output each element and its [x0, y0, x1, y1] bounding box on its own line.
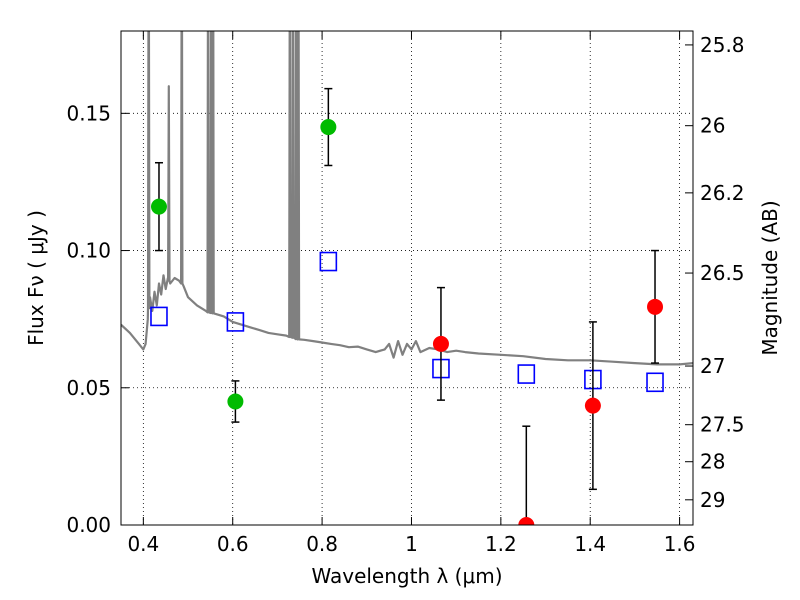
y-tick-label: 0.00 — [66, 513, 111, 537]
plot-data — [121, 31, 693, 525]
x-tick-label: 0.6 — [217, 532, 249, 556]
x-tick-label: 1.4 — [574, 532, 606, 556]
model-flux-square — [150, 306, 168, 327]
y-right-tick-label: 29 — [700, 488, 725, 512]
flux-point — [647, 298, 664, 315]
y-right-tick-label: 26.5 — [700, 261, 745, 285]
y-right-tick-label: 26.2 — [700, 181, 745, 205]
flux-point — [150, 198, 167, 215]
x-axis-label: Wavelength λ (μm) — [311, 564, 502, 588]
y-right-tick-label: 27 — [700, 354, 725, 378]
y-right-tick-label: 26 — [700, 114, 725, 138]
x-tick-label: 1.2 — [485, 532, 517, 556]
x-tick-label: 1.6 — [664, 532, 696, 556]
y-axis-right-label: Magnitude (AB) — [758, 200, 782, 355]
flux-point — [584, 397, 601, 414]
flux-point — [320, 119, 337, 136]
model-flux-square — [646, 372, 664, 393]
model-spectrum-line — [121, 31, 693, 366]
y-right-tick-label: 28 — [700, 450, 725, 474]
y-right-tick-label: 25.8 — [700, 33, 745, 57]
x-tick-label: 0.8 — [306, 532, 338, 556]
plot-frame — [120, 30, 694, 526]
model-flux-square — [226, 312, 245, 332]
y-axis-label: Flux Fν ( μJy ) — [24, 210, 48, 346]
model-flux-square — [517, 364, 536, 384]
x-tick-label: 1 — [405, 532, 418, 556]
flux-point — [518, 517, 535, 525]
model-flux-square — [319, 251, 338, 272]
axis-ticks: 0.4 0.6 0.8 1 1.2 1.4 1.6 0.00 0.05 0.10 0.15 25.8 2… — [66, 31, 745, 556]
x-tick-label: 0.4 — [127, 532, 159, 556]
flux-point — [432, 335, 449, 352]
y-tick-label: 0.10 — [66, 239, 111, 263]
y-tick-label: 0.05 — [66, 376, 111, 400]
y-right-tick-label: 27.5 — [700, 413, 745, 437]
flux-point — [227, 393, 244, 410]
y-tick-label: 0.15 — [66, 101, 111, 125]
